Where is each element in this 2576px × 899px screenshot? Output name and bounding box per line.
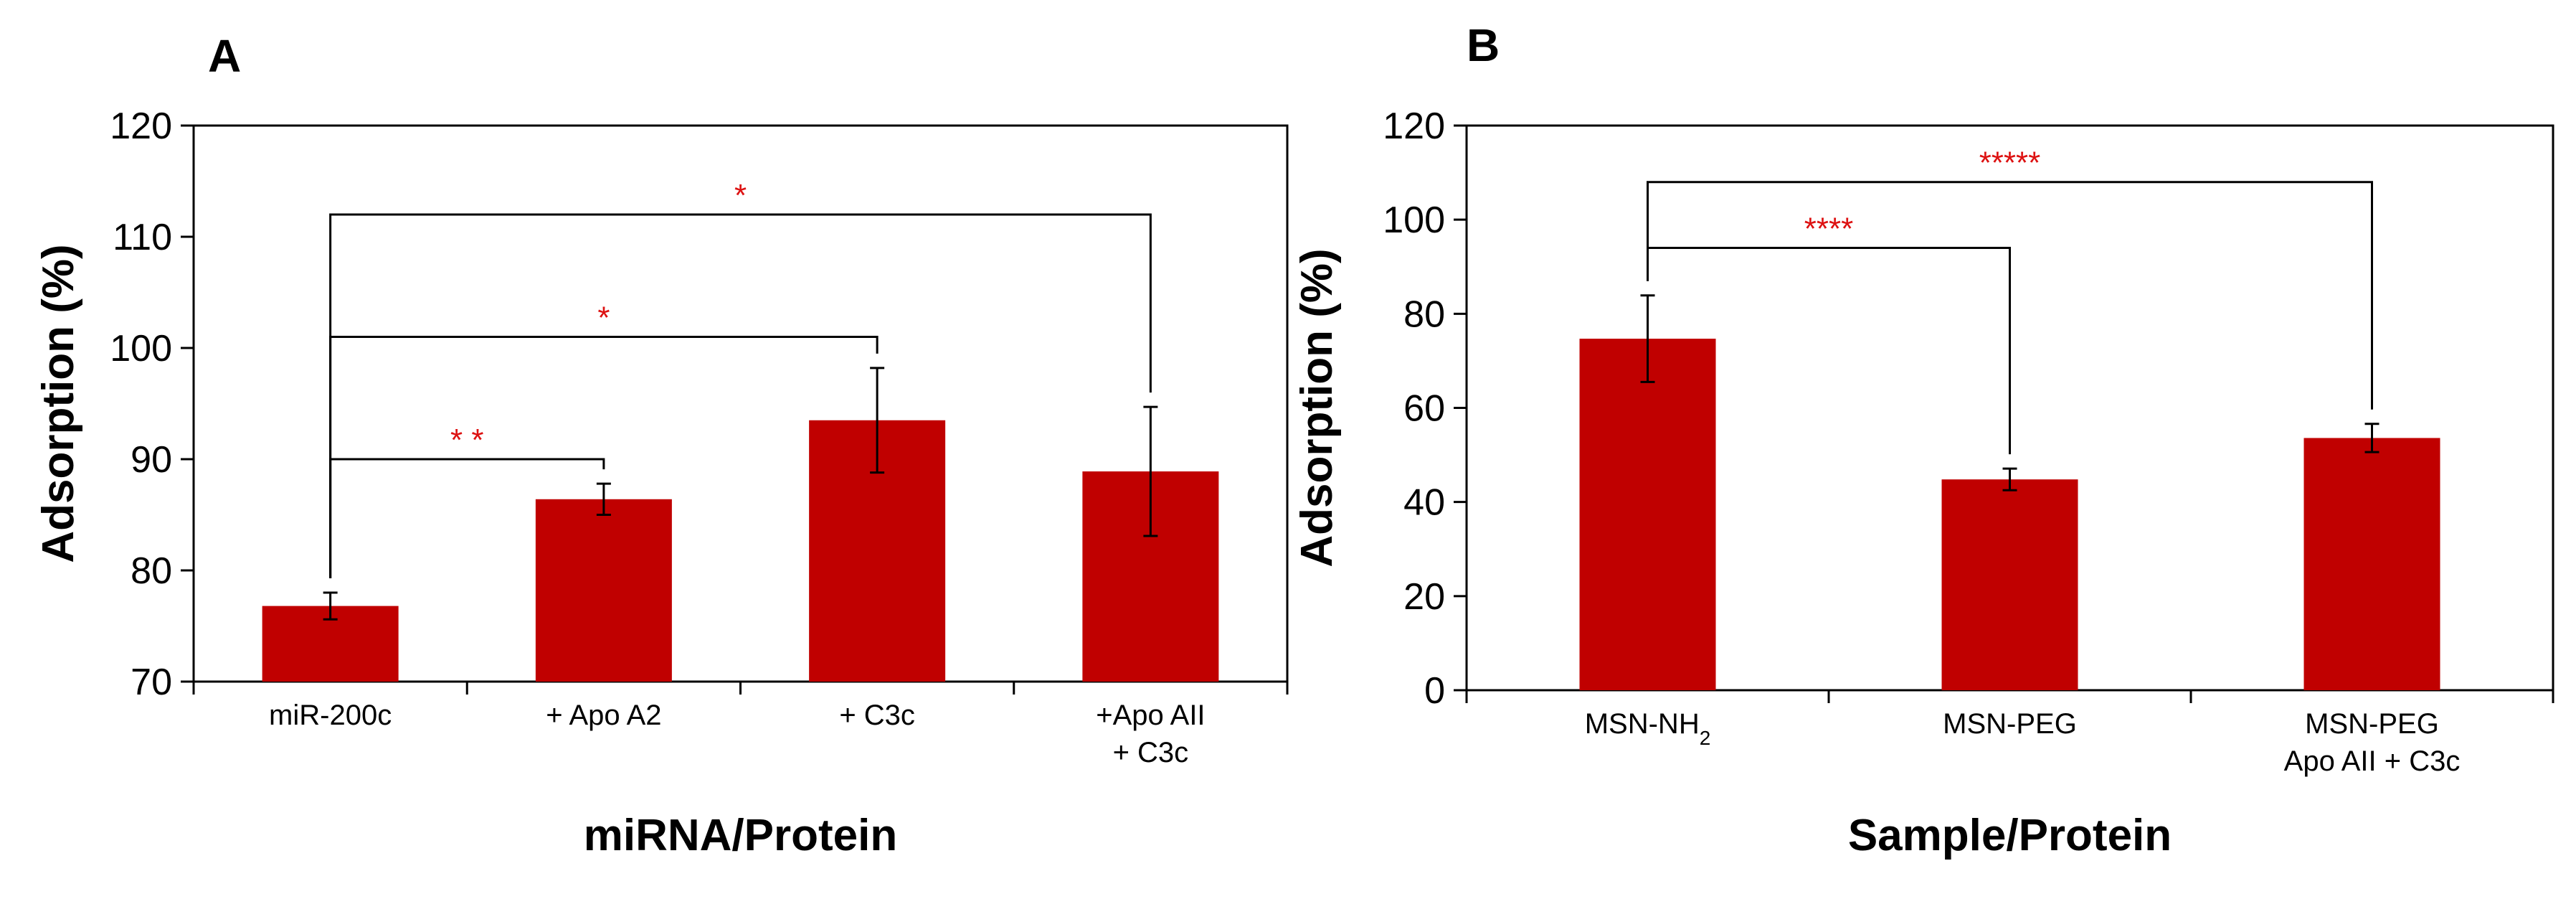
- y-axis-title: Adsorption (%): [1292, 248, 1342, 567]
- category-label-part: 2: [1700, 727, 1711, 749]
- y-tick-label: 0: [1424, 670, 1445, 712]
- bar: [2303, 438, 2440, 690]
- y-tick-label: 80: [131, 550, 172, 592]
- x-axis-title: miRNA/Protein: [584, 811, 897, 860]
- significance-bracket: [329, 213, 1152, 578]
- panel-a-chart: A 70 80 90 100 110 120 miR-200c + Apo A2 + C3c +Ap…: [34, 30, 1289, 860]
- y-tick-label: 60: [1403, 388, 1445, 430]
- y-tick-label: 40: [1403, 482, 1445, 524]
- y-tick-label: 80: [1403, 293, 1445, 335]
- y-tick-label: 100: [1383, 199, 1445, 241]
- significance-label: * *: [450, 423, 483, 458]
- category-label: MSN-PEG: [1943, 708, 2077, 740]
- bar: [1941, 479, 2078, 690]
- y-tick-label: 90: [131, 439, 172, 481]
- y-tick-label: 110: [113, 217, 172, 258]
- significance-label: ****: [1804, 212, 1854, 247]
- panel-b-chart: B 0 20 40 60 80 100 120 MSN-NH2 MSN-PEG MSN-PEG Apo…: [1292, 19, 2554, 860]
- panel-letter: B: [1467, 19, 1500, 71]
- significance-label: *: [597, 301, 610, 336]
- y-tick-label: 120: [110, 105, 172, 147]
- category-label: + C3c: [839, 700, 915, 731]
- category-label-line2: Apo AII + C3c: [2284, 745, 2461, 777]
- y-axis-title: Adsorption (%): [34, 244, 83, 563]
- y-tick-label: 100: [110, 328, 172, 370]
- category-label: MSN-NH2: [1585, 708, 1711, 749]
- significance-bracket: [1647, 181, 2373, 410]
- y-tick-label: 120: [1383, 105, 1445, 147]
- x-axis-title: Sample/Protein: [1848, 811, 2172, 860]
- significance-label: *****: [1979, 146, 2041, 181]
- category-label: miR-200c: [269, 700, 392, 731]
- category-label: + C3c: [1113, 737, 1189, 768]
- y-tick-label: 70: [131, 662, 172, 703]
- category-label-part: MSN-PEG: [2305, 708, 2439, 740]
- panel-letter: A: [208, 30, 241, 82]
- category-label-part: MSN-NH: [1585, 708, 1700, 740]
- category-label: +Apo AII: [1096, 700, 1205, 731]
- category-label: + Apo A2: [546, 700, 661, 731]
- bar: [535, 499, 672, 682]
- significance-label: *: [734, 178, 747, 213]
- category-label: MSN-PEG: [2305, 708, 2439, 740]
- category-label-part: MSN-PEG: [1943, 708, 2077, 740]
- bar: [1579, 339, 1716, 690]
- y-tick-label: 20: [1403, 576, 1445, 618]
